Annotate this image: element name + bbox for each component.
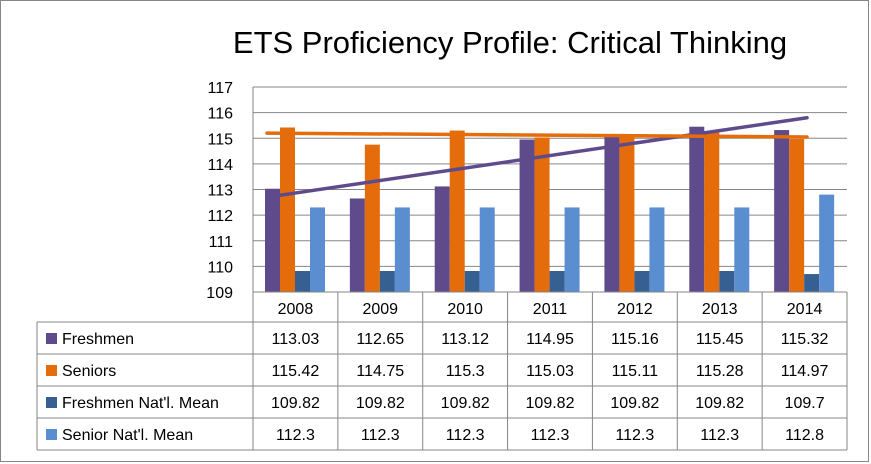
data-label: 112.3 bbox=[531, 427, 570, 444]
data-label: 115.45 bbox=[696, 331, 744, 348]
bar-freshmen-2014 bbox=[774, 130, 790, 292]
data-label: 114.95 bbox=[526, 331, 574, 348]
bar-freshmen-2008 bbox=[265, 188, 280, 292]
data-label: 109.82 bbox=[356, 395, 405, 412]
data-label: 113.03 bbox=[272, 331, 320, 348]
bar-seniors-2013 bbox=[704, 131, 720, 292]
legend-key bbox=[46, 397, 57, 408]
bar-freshmen-nat-l-mean-2010 bbox=[464, 270, 480, 292]
bar-freshmen-2012 bbox=[604, 134, 620, 292]
data-label: 115.11 bbox=[612, 363, 659, 380]
series-name: Seniors bbox=[62, 363, 116, 380]
bar-seniors-2008 bbox=[280, 127, 295, 292]
category-label: 2010 bbox=[447, 301, 483, 318]
bar-senior-nat-l-mean-2009 bbox=[394, 207, 410, 292]
bar-freshmen-nat-l-mean-2008 bbox=[295, 270, 310, 292]
y-tick-label: 114 bbox=[207, 157, 233, 174]
bar-seniors-2011 bbox=[534, 137, 550, 292]
category-label: 2009 bbox=[362, 301, 398, 318]
series-name: Freshmen Nat'l. Mean bbox=[62, 395, 219, 412]
bar-senior-nat-l-mean-2013 bbox=[734, 207, 750, 292]
bar-senior-nat-l-mean-2012 bbox=[649, 207, 665, 292]
bars bbox=[265, 126, 835, 292]
legend-key bbox=[46, 365, 57, 376]
y-tick-label: 117 bbox=[207, 80, 233, 97]
chart-title: ETS Proficiency Profile: Critical Thinki… bbox=[233, 25, 787, 60]
data-label: 112.3 bbox=[446, 427, 485, 444]
data-label: 109.82 bbox=[271, 395, 320, 412]
bar-seniors-2010 bbox=[449, 130, 465, 292]
series-name: Senior Nat'l. Mean bbox=[62, 427, 193, 444]
bar-freshmen-nat-l-mean-2013 bbox=[719, 270, 735, 292]
data-label: 114.97 bbox=[781, 363, 829, 380]
series-name: Freshmen bbox=[62, 331, 134, 348]
data-label: 115.16 bbox=[611, 331, 659, 348]
bar-freshmen-nat-l-mean-2014 bbox=[804, 274, 820, 292]
y-tick-label: 110 bbox=[207, 259, 233, 276]
data-label: 109.7 bbox=[785, 395, 825, 412]
data-label: 109.82 bbox=[695, 395, 744, 412]
y-tick-label: 116 bbox=[207, 106, 233, 123]
bar-freshmen-2009 bbox=[349, 198, 365, 292]
y-tick-label: 115 bbox=[207, 131, 233, 148]
category-label: 2012 bbox=[617, 301, 653, 318]
bar-freshmen-2013 bbox=[689, 126, 705, 292]
data-label: 115.03 bbox=[526, 363, 574, 380]
gridlines bbox=[252, 86, 847, 293]
data-label: 109.82 bbox=[526, 395, 575, 412]
data-label: 113.12 bbox=[441, 331, 489, 348]
bar-seniors-2012 bbox=[619, 135, 635, 292]
bar-senior-nat-l-mean-2011 bbox=[564, 207, 580, 292]
data-label: 112.65 bbox=[356, 331, 404, 348]
data-label: 112.8 bbox=[785, 427, 824, 444]
data-label: 115.42 bbox=[272, 363, 320, 380]
category-label: 2011 bbox=[533, 301, 568, 318]
legend-key bbox=[46, 429, 57, 440]
trendline-seniors bbox=[265, 131, 809, 139]
trendlines bbox=[265, 116, 809, 199]
category-label: 2008 bbox=[278, 301, 314, 318]
data-table: 2008 2009 2010 2011 2012 2013 2014 Freshmen 113.… bbox=[36, 291, 848, 451]
data-label: 115.32 bbox=[781, 331, 829, 348]
data-label: 115.28 bbox=[696, 363, 744, 380]
trendline-freshmen bbox=[265, 116, 809, 199]
y-tick-label: 113 bbox=[207, 183, 233, 200]
bar-freshmen-nat-l-mean-2011 bbox=[549, 270, 565, 292]
category-label: 2013 bbox=[702, 301, 738, 318]
data-label: 109.82 bbox=[441, 395, 490, 412]
bar-seniors-2014 bbox=[789, 139, 805, 292]
bar-freshmen-2011 bbox=[519, 139, 535, 292]
legend-key bbox=[46, 333, 57, 344]
data-label: 109.82 bbox=[610, 395, 659, 412]
bar-freshmen-nat-l-mean-2009 bbox=[379, 270, 395, 292]
data-label: 115.3 bbox=[446, 363, 485, 380]
y-axis-ticks: 109 110 111 112 113 114 115 116 117 bbox=[206, 80, 233, 302]
y-tick-label: 109 bbox=[206, 285, 233, 302]
bar-senior-nat-l-mean-2010 bbox=[479, 207, 495, 292]
y-tick-label: 111 bbox=[209, 234, 233, 251]
data-label: 112.3 bbox=[276, 427, 315, 444]
data-label: 114.75 bbox=[356, 363, 404, 380]
data-label: 112.3 bbox=[361, 427, 400, 444]
y-tick-label: 112 bbox=[207, 208, 233, 225]
bar-seniors-2009 bbox=[364, 144, 380, 292]
bar-freshmen-nat-l-mean-2012 bbox=[634, 270, 650, 292]
bar-senior-nat-l-mean-2014 bbox=[819, 194, 835, 292]
bar-freshmen-2010 bbox=[434, 186, 450, 292]
category-label: 2014 bbox=[787, 301, 823, 318]
data-label: 112.3 bbox=[700, 427, 739, 444]
bar-senior-nat-l-mean-2008 bbox=[310, 207, 325, 292]
data-label: 112.3 bbox=[615, 427, 654, 444]
